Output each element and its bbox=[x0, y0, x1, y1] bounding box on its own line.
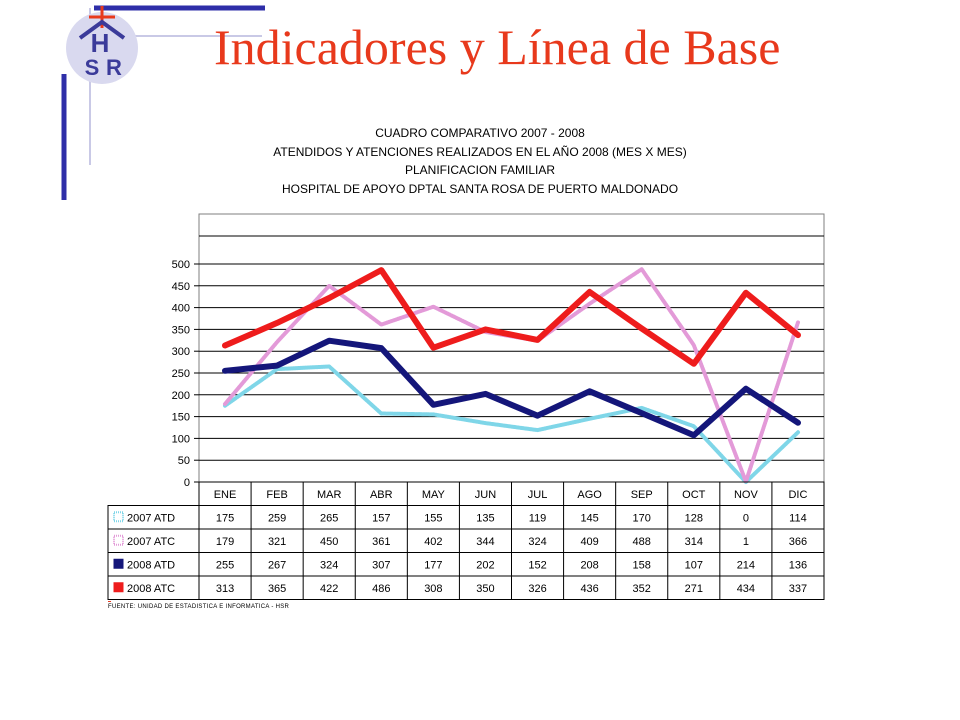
data-label: 314 bbox=[685, 536, 703, 548]
legend-label: 2008 ATD bbox=[127, 559, 175, 571]
data-label: 326 bbox=[528, 583, 546, 595]
data-label: 486 bbox=[372, 583, 390, 595]
logo-letter-h: H bbox=[91, 28, 110, 58]
data-label: 259 bbox=[268, 512, 286, 524]
data-label: 136 bbox=[789, 559, 807, 571]
data-label: 352 bbox=[633, 583, 651, 595]
data-label: 488 bbox=[633, 536, 651, 548]
data-label: 409 bbox=[580, 536, 598, 548]
y-tick-label: 300 bbox=[172, 346, 190, 358]
y-tick-label: 250 bbox=[172, 368, 190, 380]
x-tick-label: ABR bbox=[370, 489, 393, 501]
x-tick-label: JUN bbox=[475, 489, 496, 501]
chart-title-line: CUADRO COMPARATIVO 2007 - 2008 bbox=[375, 126, 585, 140]
slide-title: Indicadores y Línea de Base bbox=[214, 19, 781, 75]
data-label: 170 bbox=[633, 512, 651, 524]
series-line-2008-atc bbox=[222, 267, 801, 367]
data-label: 214 bbox=[737, 559, 755, 571]
data-label: 175 bbox=[216, 512, 234, 524]
data-label: 271 bbox=[685, 583, 703, 595]
y-tick-label: 100 bbox=[172, 433, 190, 445]
x-tick-label: NOV bbox=[734, 489, 759, 501]
x-tick-label: AGO bbox=[577, 489, 602, 501]
plot-area bbox=[198, 213, 825, 483]
data-label: 450 bbox=[320, 536, 338, 548]
legend-label: 2007 ATD bbox=[127, 512, 175, 524]
chart-title: CUADRO COMPARATIVO 2007 - 2008 ATENDIDOS… bbox=[200, 124, 760, 198]
data-label: 177 bbox=[424, 559, 442, 571]
data-label: 313 bbox=[216, 583, 234, 595]
chart-title-line: HOSPITAL DE APOYO DPTAL SANTA ROSA DE PU… bbox=[281, 181, 679, 196]
data-label: 179 bbox=[216, 536, 234, 548]
series-line-2008-atd bbox=[222, 337, 801, 439]
y-tick-label: 500 bbox=[172, 259, 190, 271]
data-label: 145 bbox=[580, 512, 598, 524]
data-label: 324 bbox=[528, 536, 546, 548]
data-label: 0 bbox=[743, 512, 749, 524]
data-label: 308 bbox=[424, 583, 442, 595]
data-label: 128 bbox=[685, 512, 703, 524]
data-label: 202 bbox=[476, 559, 494, 571]
legend-key bbox=[113, 534, 124, 546]
data-label: 119 bbox=[529, 512, 547, 524]
legend-label: 2007 ATC bbox=[127, 536, 175, 548]
data-label: 255 bbox=[216, 559, 234, 571]
y-tick-label: 200 bbox=[172, 390, 190, 402]
data-label: 337 bbox=[789, 583, 807, 595]
series-line-2007-atd bbox=[223, 364, 800, 484]
data-label: 208 bbox=[580, 559, 598, 571]
data-label: 366 bbox=[789, 536, 807, 548]
x-tick-label: SEP bbox=[631, 489, 653, 501]
x-tick-label: DIC bbox=[788, 489, 807, 501]
data-label: 344 bbox=[476, 536, 494, 548]
data-label: 267 bbox=[268, 559, 286, 571]
y-tick-label: 0 bbox=[184, 477, 190, 489]
data-label: 350 bbox=[476, 583, 494, 595]
data-label: 1 bbox=[743, 536, 749, 548]
logo-circle bbox=[66, 12, 138, 84]
y-tick-label: 450 bbox=[172, 281, 190, 293]
data-label: 365 bbox=[268, 583, 286, 595]
x-tick-label: MAR bbox=[317, 489, 342, 501]
legend-key bbox=[113, 558, 124, 569]
data-label: 135 bbox=[476, 512, 494, 524]
y-tick-label: 400 bbox=[172, 303, 190, 315]
chart-title-line: PLANIFICACION FAMILIAR bbox=[404, 163, 556, 177]
data-label: 107 bbox=[685, 559, 703, 571]
data-label: 321 bbox=[268, 536, 286, 548]
x-tick-label: JUL bbox=[528, 489, 548, 501]
chart-title-line: ATENDIDOS Y ATENCIONES REALIZADOS EN EL … bbox=[273, 144, 687, 159]
data-label: 114 bbox=[789, 512, 807, 524]
data-label: 361 bbox=[372, 536, 390, 548]
x-tick-label: ENE bbox=[214, 489, 237, 501]
data-label: 422 bbox=[320, 583, 338, 595]
data-label: 436 bbox=[580, 583, 598, 595]
data-label: 434 bbox=[737, 583, 755, 595]
data-label: 158 bbox=[633, 559, 651, 571]
legend-label: 2008 ATC bbox=[127, 583, 175, 595]
data-label: 152 bbox=[528, 559, 546, 571]
y-tick-label: 150 bbox=[172, 412, 190, 424]
legend-key bbox=[113, 582, 124, 593]
x-tick-label: FEB bbox=[266, 489, 287, 501]
data-label: 402 bbox=[424, 536, 442, 548]
logo-roof-icon bbox=[78, 19, 126, 40]
hospital-logo: H S R bbox=[61, 5, 265, 200]
source-note: FUENTE: UNIDAD DE ESTADISTICA E INFORMAT… bbox=[108, 604, 290, 610]
legend-key bbox=[113, 511, 124, 523]
data-label: 324 bbox=[320, 559, 338, 571]
data-label: 157 bbox=[372, 512, 390, 524]
logo-letter-r: R bbox=[106, 55, 122, 80]
y-tick-label: 350 bbox=[172, 324, 190, 336]
data-label: 307 bbox=[372, 559, 390, 571]
data-label: 265 bbox=[320, 512, 338, 524]
x-tick-label: MAY bbox=[422, 489, 446, 501]
logo-letter-s: S bbox=[85, 55, 100, 80]
x-tick-label: OCT bbox=[682, 489, 706, 501]
y-tick-label: 50 bbox=[178, 455, 190, 467]
data-label: 155 bbox=[424, 512, 442, 524]
